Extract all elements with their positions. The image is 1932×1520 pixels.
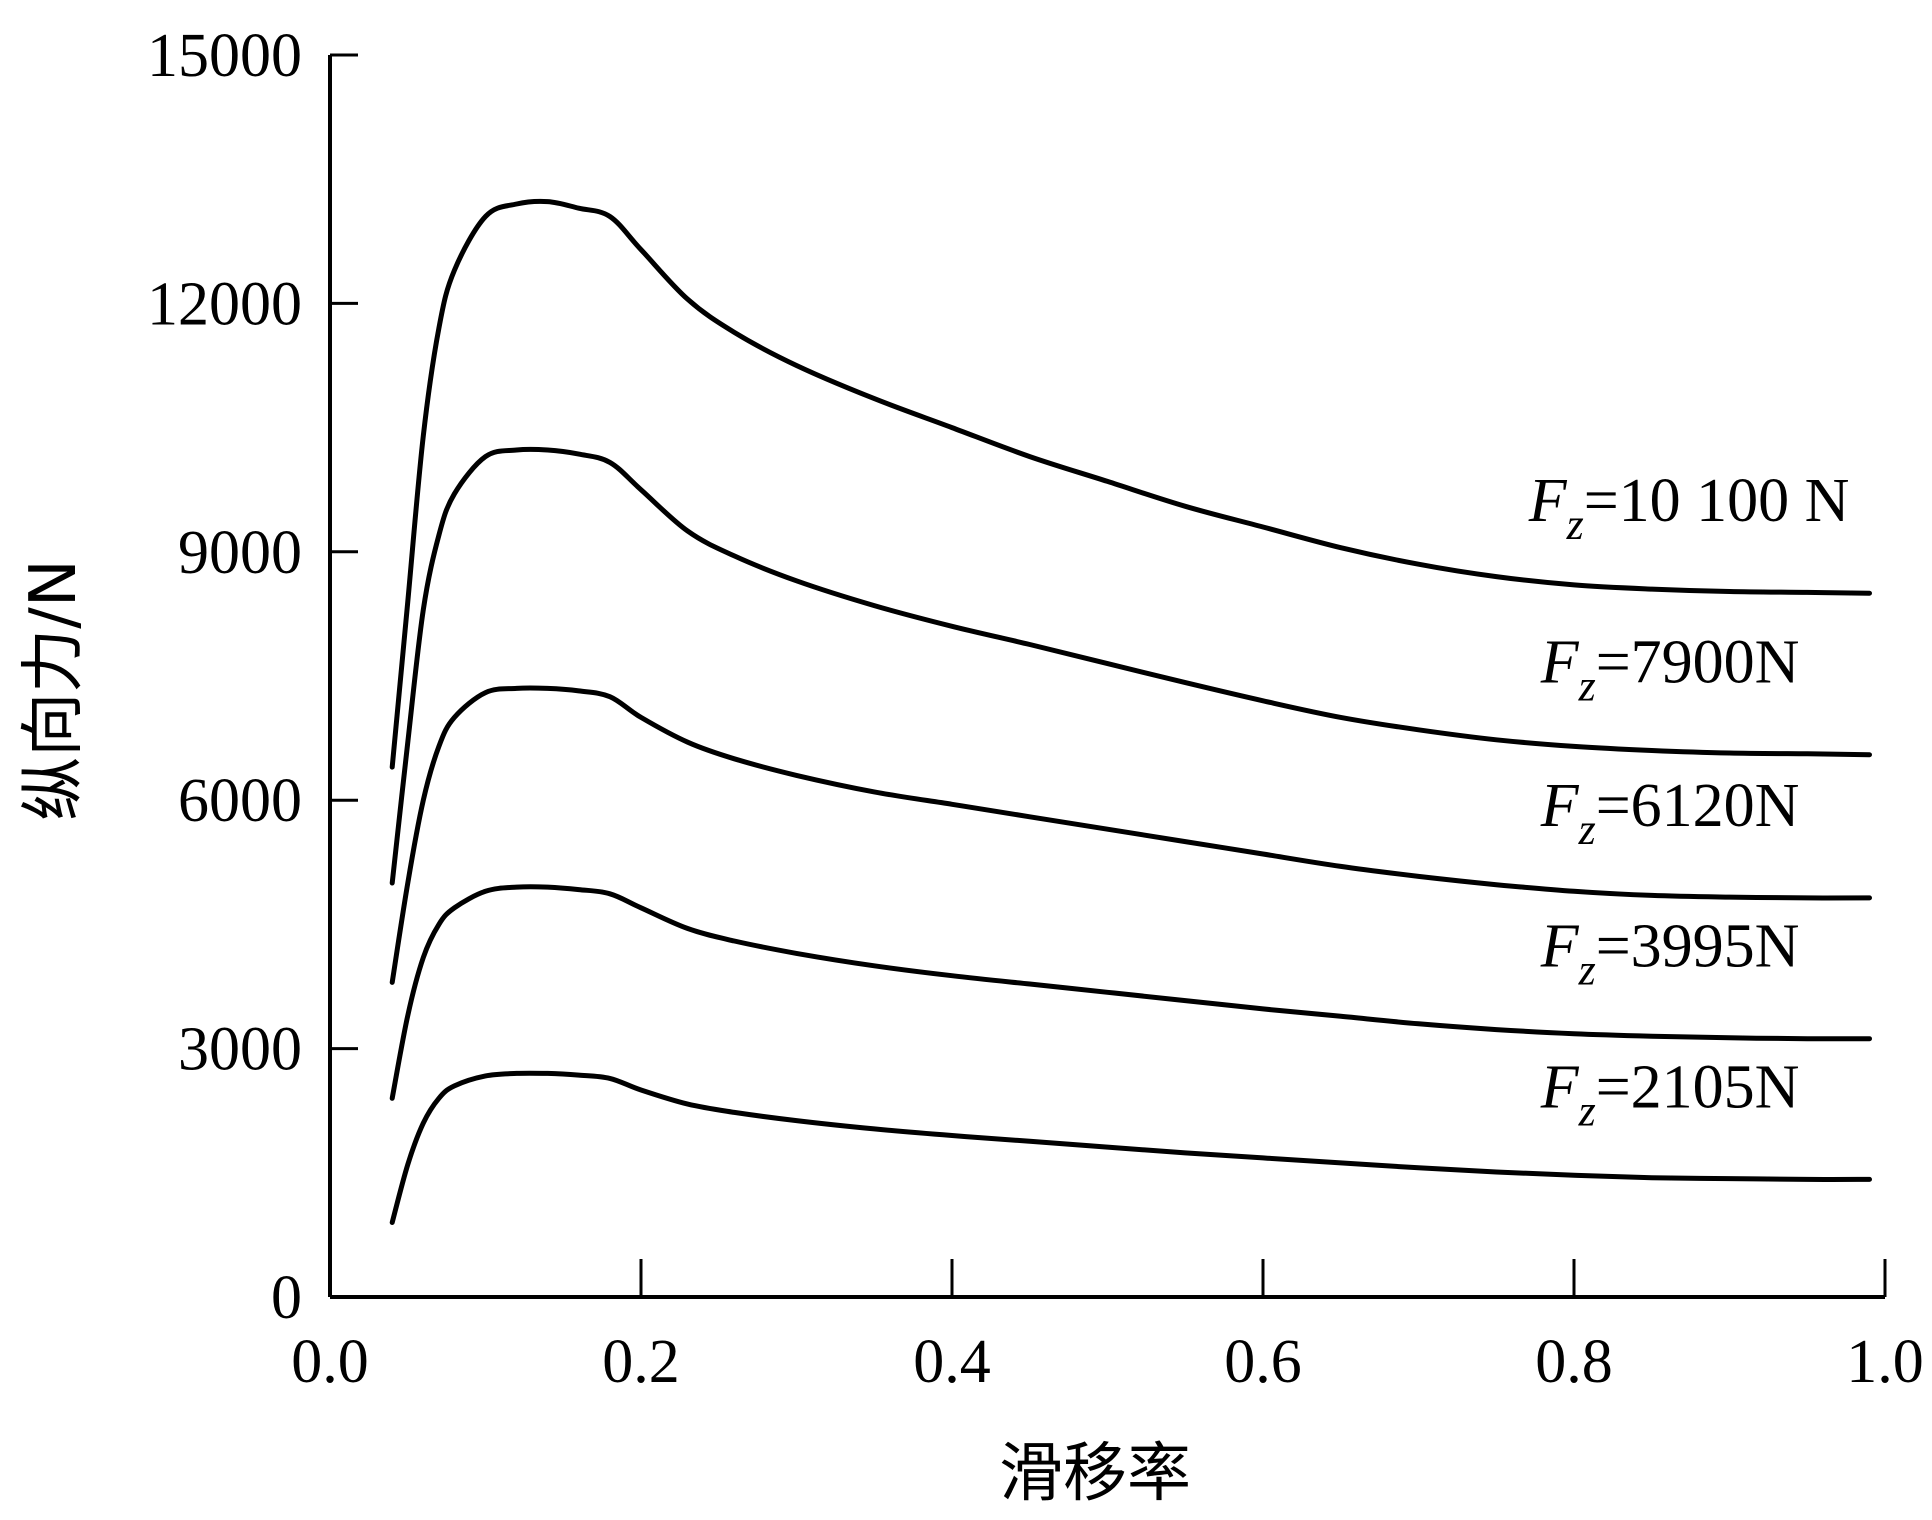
series-label-3: Fz=3995N [1540, 913, 1800, 995]
series-line-0 [389, 198, 1872, 770]
series-labels: Fz=10 100 N Fz=7900N Fz=6120N Fz=3995N Fz=21… [1528, 467, 1850, 1135]
series-line-2 [389, 685, 1872, 985]
series-label-2: Fz=6120N [1540, 772, 1800, 854]
y-axis-title: 纵向力/N [17, 559, 91, 820]
x-tick-label-3: 0.6 [1224, 1328, 1302, 1396]
series-curves [389, 198, 1872, 1225]
x-tick-label-2: 0.4 [913, 1328, 991, 1396]
series-label-4: Fz=2105N [1540, 1053, 1800, 1135]
y-tick-label-0: 0 [271, 1264, 302, 1332]
x-axis-title: 滑移率 [999, 1437, 1191, 1511]
series-label-1: Fz=7900N [1540, 629, 1800, 711]
x-tick-label-0: 0.0 [291, 1328, 369, 1396]
series-line-1 [389, 446, 1872, 886]
x-tick-label-1: 0.2 [602, 1328, 680, 1396]
y-tick-label-2: 6000 [178, 767, 302, 835]
tick-labels: 0 3000 6000 9000 12000 15000 0.0 0.2 0.4 0.6 0.8 1.… [147, 22, 1924, 1396]
y-tick-label-4: 12000 [147, 270, 302, 338]
series-line-3 [389, 884, 1872, 1101]
ticks [330, 53, 1887, 1299]
series-label-0: Fz=10 100 N [1528, 467, 1850, 549]
axes [328, 55, 1885, 1299]
y-tick-label-3: 9000 [178, 519, 302, 587]
x-tick-label-5: 1.0 [1846, 1328, 1924, 1396]
y-tick-label-5: 15000 [147, 22, 302, 90]
x-tick-label-4: 0.8 [1535, 1328, 1613, 1396]
y-tick-label-1: 3000 [178, 1016, 302, 1084]
series-line-4 [389, 1070, 1872, 1225]
